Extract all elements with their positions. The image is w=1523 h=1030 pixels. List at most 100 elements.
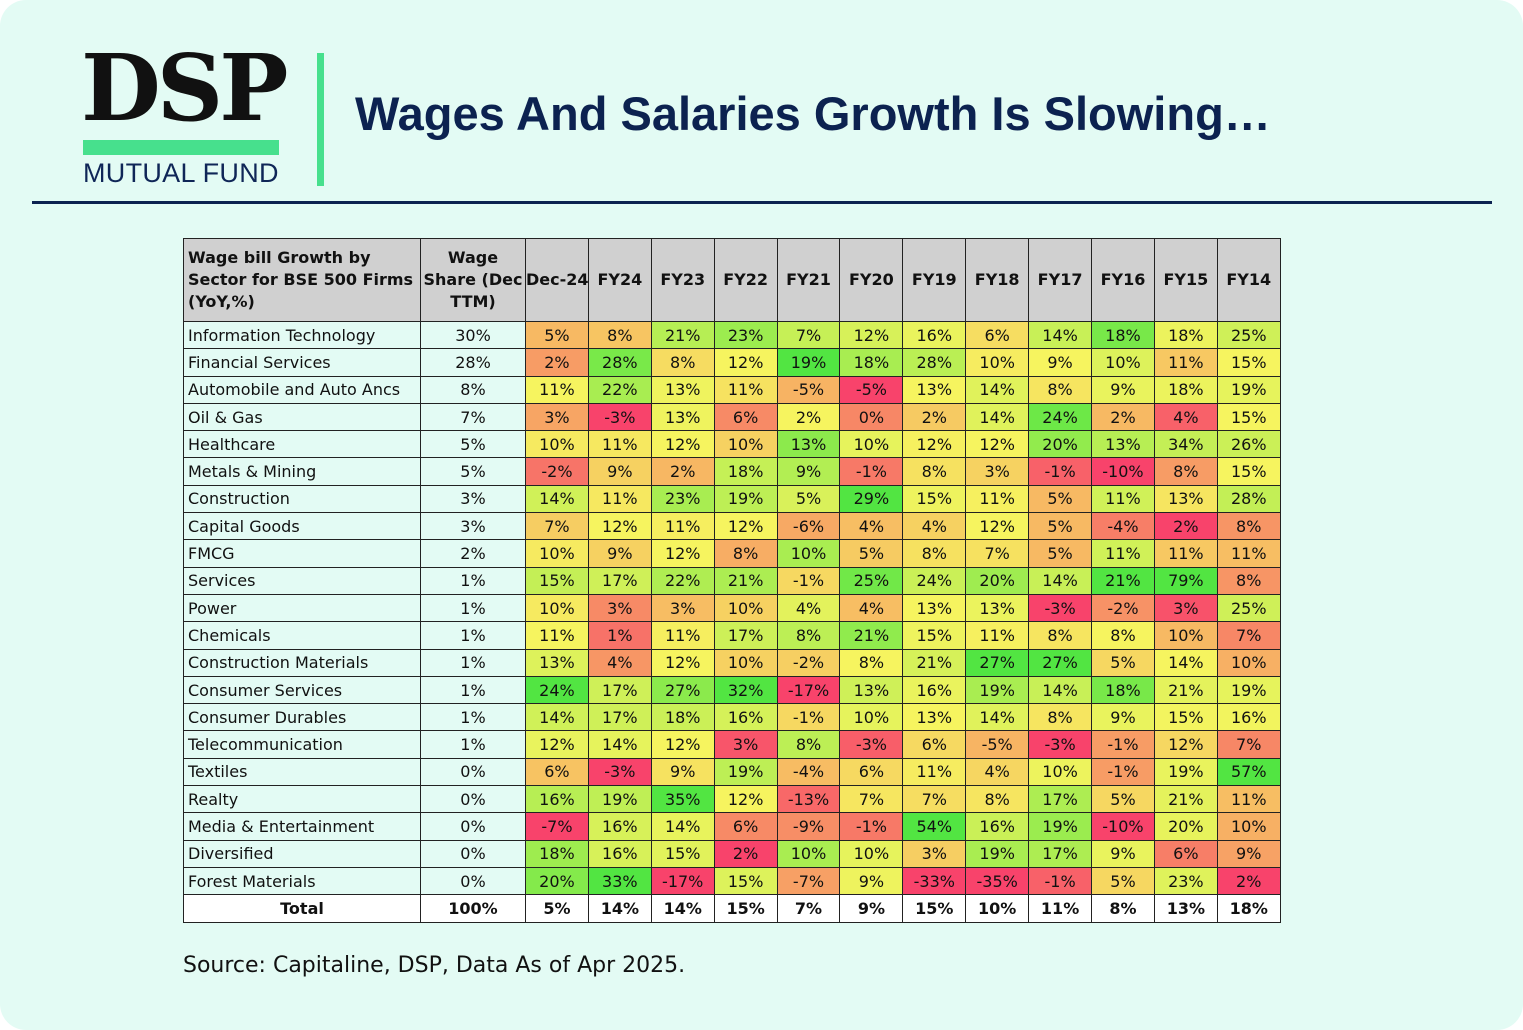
growth-cell: 11% [1153,539,1218,568]
header-period: FY21 [776,238,841,322]
growth-cell: 19% [587,785,652,814]
growth-cell: -5% [776,375,841,404]
growth-cell: -1% [839,812,904,841]
table-row: Forest Materials 0% 20% 33% -17% 15% -7% 9% -33%… [183,866,1281,896]
growth-cell: 20% [525,866,589,896]
growth-cell: 12% [650,539,715,568]
growth-cell: 11% [1153,348,1218,377]
growth-cell: -3% [839,730,904,759]
growth-cell: 5% [1091,866,1155,896]
growth-cell: 8% [965,785,1030,814]
sector-name: Chemicals [183,621,421,650]
growth-cell: 16% [525,785,589,814]
growth-cell: 3% [713,730,778,759]
total-cell: 9% [839,894,904,923]
growth-cell: 11% [650,621,715,650]
sector-name: Media & Entertainment [183,812,421,841]
growth-cell: 19% [1216,675,1281,705]
table-row: Media & Entertainment 0% -7% 16% 14% 6% -9% -1%… [183,812,1281,841]
growth-cell: 17% [1028,839,1093,868]
growth-cell: 15% [902,621,967,650]
growth-cell: 14% [965,402,1030,432]
growth-cell: 6% [965,320,1030,350]
growth-cell: 5% [776,484,841,514]
growth-cell: 10% [776,839,841,868]
growth-cell: 3% [902,839,967,868]
growth-cell: -1% [1028,866,1093,896]
growth-cell: -2% [776,648,841,677]
growth-cell: 19% [776,348,841,377]
header-period: FY20 [839,238,904,322]
growth-cell: 8% [776,730,841,759]
table-row: Oil & Gas 7% 3% -3% 13% 6% 2% 0% 2% 14% 24% 2% 4% 15% [183,402,1281,432]
table-row: Realty 0% 16% 19% 35% 12% -13% 7% 7% 8% 17% 5% 21% 11… [183,785,1281,814]
table-row: Textiles 0% 6% -3% 9% 19% -4% 6% 11% 4% 10% -1% 19% 5… [183,757,1281,787]
growth-cell: -35% [965,866,1030,896]
growth-cell: 11% [650,512,715,541]
sector-name: Metals & Mining [183,457,421,486]
total-cell: 15% [902,894,967,923]
growth-cell: 14% [525,484,589,514]
growth-cell: 19% [965,675,1030,705]
growth-cell: 17% [587,566,652,595]
growth-cell: 10% [965,348,1030,377]
growth-cell: 33% [587,866,652,896]
growth-cell: -33% [902,866,967,896]
table-row: FMCG 2% 10% 9% 12% 8% 10% 5% 8% 7% 5% 11% 11% 11% [183,539,1281,568]
growth-cell: 8% [1091,621,1155,650]
growth-cell: 9% [1216,839,1281,868]
growth-cell: 7% [1216,621,1281,650]
growth-cell: 5% [1091,785,1155,814]
growth-cell: 10% [713,430,778,459]
growth-cell: 7% [525,512,589,541]
sector-name: FMCG [183,539,421,568]
growth-cell: -3% [1028,730,1093,759]
table-row: Construction 3% 14% 11% 23% 19% 5% 29% 15% 11% 5% 1… [183,484,1281,514]
table-row: Capital Goods 3% 7% 12% 11% 12% -6% 4% 4% 12% 5% -4… [183,512,1281,541]
table-row: Financial Services 28% 2% 28% 8% 12% 19% 18% 28%… [183,348,1281,377]
growth-cell: 4% [965,757,1030,787]
growth-cell: 12% [713,348,778,377]
growth-cell: 12% [525,730,589,759]
growth-cell: 6% [525,757,589,787]
growth-cell: 15% [902,484,967,514]
growth-cell: 14% [965,375,1030,404]
growth-cell: -3% [1028,593,1093,623]
growth-cell: 11% [1091,484,1155,514]
growth-cell: -10% [1091,457,1155,486]
growth-cell: 8% [1028,703,1093,732]
sector-name: Services [183,566,421,595]
growth-cell: -1% [1091,757,1155,787]
table-row: Construction Materials 1% 13% 4% 12% 10% -2% 8%… [183,648,1281,677]
growth-cell: 14% [587,730,652,759]
growth-cell: -4% [776,757,841,787]
growth-cell: 7% [776,320,841,350]
total-label: Total [183,894,421,923]
wage-share: 5% [420,430,526,459]
growth-cell: -13% [776,785,841,814]
growth-cell: 20% [1153,812,1218,841]
growth-cell: -1% [1091,730,1155,759]
header-sector: Wage bill Growth by Sector for BSE 500 F… [183,238,421,322]
total-cell: 14% [650,894,715,923]
sector-name: Construction Materials [183,648,421,677]
growth-cell: -7% [776,866,841,896]
growth-cell: 24% [1028,402,1093,432]
growth-cell: 18% [1091,675,1155,705]
growth-cell: 11% [1091,539,1155,568]
growth-cell: 4% [902,512,967,541]
wage-share: 1% [420,566,526,595]
growth-cell: 19% [713,484,778,514]
growth-cell: -7% [525,812,589,841]
wage-share: 1% [420,703,526,732]
growth-cell: 3% [650,593,715,623]
growth-cell: 14% [525,703,589,732]
table-row: Diversified 0% 18% 16% 15% 2% 10% 10% 3% 19% 17% 9%… [183,839,1281,868]
growth-cell: 8% [587,320,652,350]
growth-cell: 11% [525,621,589,650]
growth-cell: 13% [776,430,841,459]
growth-cell: 8% [1216,566,1281,595]
table-row: Services 1% 15% 17% 22% 21% -1% 25% 24% 20% 14% 21%… [183,566,1281,595]
sector-name: Diversified [183,839,421,868]
